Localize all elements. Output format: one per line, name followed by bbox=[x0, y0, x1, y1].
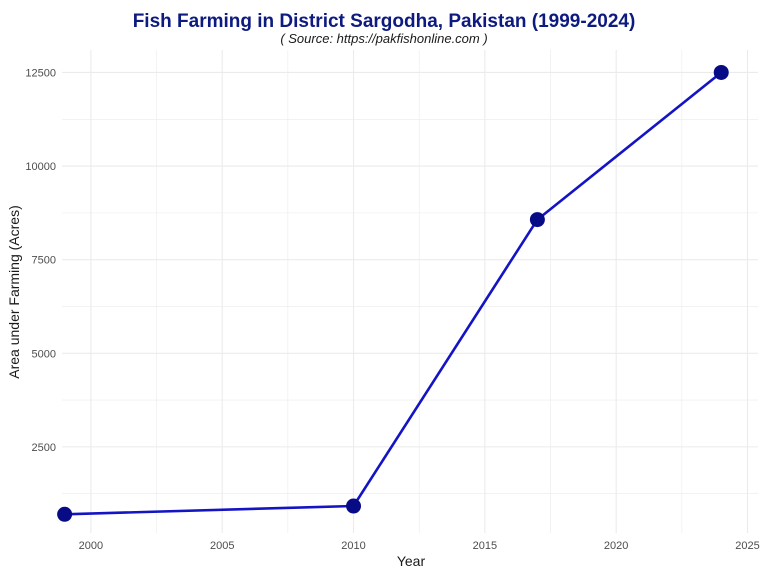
y-tick-label: 7500 bbox=[32, 255, 56, 267]
series-line bbox=[63, 71, 723, 516]
chart-subtitle: ( Source: https://pakfishonline.com ) bbox=[280, 31, 488, 46]
y-tick-label: 10000 bbox=[25, 161, 56, 173]
y-axis-title: Area under Farming (Acres) bbox=[6, 205, 22, 379]
x-tick-label: 2025 bbox=[735, 540, 759, 552]
x-tick-label: 2000 bbox=[79, 540, 103, 552]
x-axis-title: Year bbox=[397, 553, 426, 569]
y-tick-label: 5000 bbox=[32, 348, 56, 360]
data-point bbox=[57, 506, 73, 522]
y-tick-label: 2500 bbox=[32, 442, 56, 454]
y-tick-labels: 2500 5000 7500 10000 12500 bbox=[25, 67, 56, 453]
series-layer bbox=[57, 64, 729, 522]
chart-title: Fish Farming in District Sargodha, Pakis… bbox=[132, 11, 636, 32]
data-point bbox=[713, 64, 729, 80]
minor-gridlines bbox=[62, 50, 758, 533]
x-tick-label: 2010 bbox=[341, 540, 365, 552]
data-point bbox=[529, 212, 545, 228]
x-tick-label: 2005 bbox=[210, 540, 234, 552]
x-tick-labels: 2000 2005 2010 2015 2020 2025 bbox=[79, 540, 760, 552]
data-point bbox=[346, 498, 362, 514]
x-tick-label: 2015 bbox=[473, 540, 497, 552]
major-gridlines bbox=[62, 50, 758, 533]
y-tick-label: 12500 bbox=[25, 67, 56, 79]
x-tick-label: 2020 bbox=[604, 540, 628, 552]
